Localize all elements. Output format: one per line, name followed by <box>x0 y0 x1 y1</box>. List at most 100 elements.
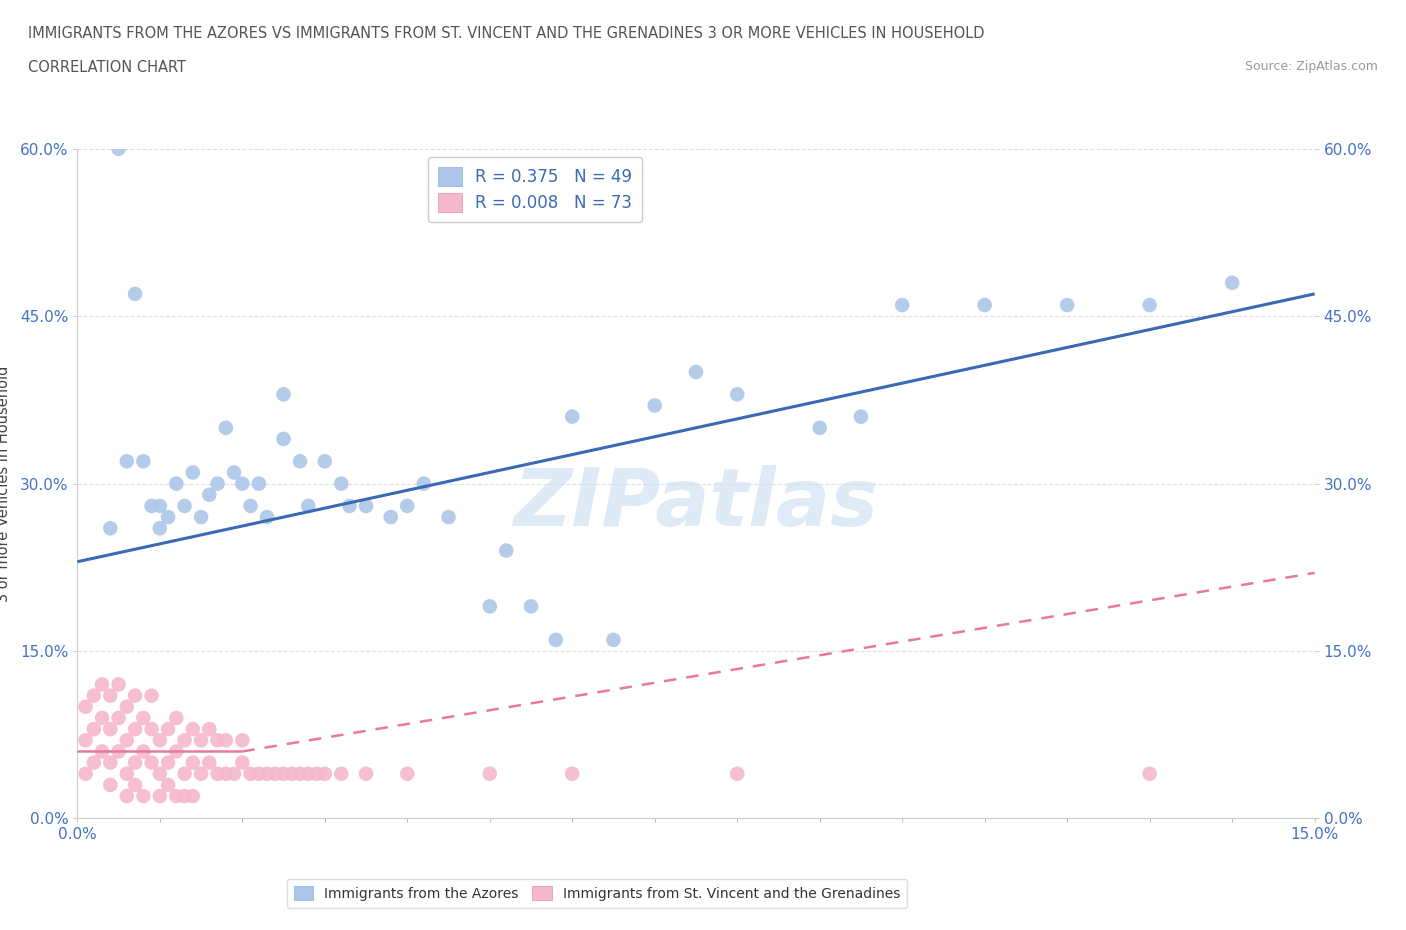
Point <box>124 777 146 792</box>
Point <box>297 766 319 781</box>
Point <box>157 510 180 525</box>
Point <box>1056 298 1078 312</box>
Point <box>544 632 567 647</box>
Point <box>602 632 624 647</box>
Point <box>173 789 195 804</box>
Point <box>165 789 187 804</box>
Point <box>222 766 245 781</box>
Point <box>149 498 172 513</box>
Point <box>98 688 121 703</box>
Point <box>75 699 97 714</box>
Point <box>124 755 146 770</box>
Point <box>124 688 146 703</box>
Point <box>165 711 187 725</box>
Point <box>181 722 204 737</box>
Point <box>314 454 336 469</box>
Point <box>149 521 172 536</box>
Point <box>181 789 204 804</box>
Point <box>247 766 270 781</box>
Point <box>685 365 707 379</box>
Point <box>305 766 328 781</box>
Point <box>115 766 138 781</box>
Point <box>808 420 831 435</box>
Point <box>173 498 195 513</box>
Point <box>644 398 666 413</box>
Point <box>273 432 295 446</box>
Point <box>149 766 172 781</box>
Point <box>354 766 377 781</box>
Point <box>288 454 311 469</box>
Point <box>725 766 748 781</box>
Point <box>330 766 353 781</box>
Point <box>91 677 114 692</box>
Point <box>297 498 319 513</box>
Point <box>339 498 361 513</box>
Point <box>124 286 146 301</box>
Point <box>198 722 221 737</box>
Point <box>190 733 212 748</box>
Point <box>288 766 311 781</box>
Point <box>83 688 105 703</box>
Point <box>247 476 270 491</box>
Point <box>330 476 353 491</box>
Point <box>281 766 304 781</box>
Point <box>141 498 163 513</box>
Point <box>115 699 138 714</box>
Point <box>396 498 419 513</box>
Point <box>115 789 138 804</box>
Point <box>173 766 195 781</box>
Point <box>124 722 146 737</box>
Point <box>222 465 245 480</box>
Point <box>190 510 212 525</box>
Point <box>165 744 187 759</box>
Point <box>215 766 238 781</box>
Point <box>132 744 155 759</box>
Point <box>115 454 138 469</box>
Point <box>98 777 121 792</box>
Point <box>437 510 460 525</box>
Point <box>264 766 287 781</box>
Point <box>561 409 583 424</box>
Point <box>256 766 278 781</box>
Point <box>173 733 195 748</box>
Point <box>207 733 229 748</box>
Point <box>478 766 501 781</box>
Point <box>478 599 501 614</box>
Point <box>157 777 180 792</box>
Point <box>231 755 253 770</box>
Point <box>107 711 129 725</box>
Point <box>115 733 138 748</box>
Text: CORRELATION CHART: CORRELATION CHART <box>28 60 186 75</box>
Point <box>75 766 97 781</box>
Point <box>973 298 995 312</box>
Point <box>380 510 402 525</box>
Point <box>207 766 229 781</box>
Text: Source: ZipAtlas.com: Source: ZipAtlas.com <box>1244 60 1378 73</box>
Point <box>157 755 180 770</box>
Text: IMMIGRANTS FROM THE AZORES VS IMMIGRANTS FROM ST. VINCENT AND THE GRENADINES 3 O: IMMIGRANTS FROM THE AZORES VS IMMIGRANTS… <box>28 26 984 41</box>
Point <box>273 387 295 402</box>
Point <box>231 733 253 748</box>
Point <box>149 733 172 748</box>
Point <box>98 521 121 536</box>
Point <box>132 454 155 469</box>
Point <box>239 766 262 781</box>
Point <box>98 755 121 770</box>
Point <box>141 722 163 737</box>
Point <box>256 510 278 525</box>
Point <box>354 498 377 513</box>
Point <box>495 543 517 558</box>
Point <box>132 789 155 804</box>
Point <box>231 476 253 491</box>
Legend: Immigrants from the Azores, Immigrants from St. Vincent and the Grenadines: Immigrants from the Azores, Immigrants f… <box>287 879 907 908</box>
Point <box>107 677 129 692</box>
Point <box>198 487 221 502</box>
Point <box>91 744 114 759</box>
Point <box>891 298 914 312</box>
Point <box>98 722 121 737</box>
Y-axis label: 3 or more Vehicles in Household: 3 or more Vehicles in Household <box>0 365 11 602</box>
Point <box>849 409 872 424</box>
Point <box>1139 298 1161 312</box>
Point <box>190 766 212 781</box>
Point <box>207 476 229 491</box>
